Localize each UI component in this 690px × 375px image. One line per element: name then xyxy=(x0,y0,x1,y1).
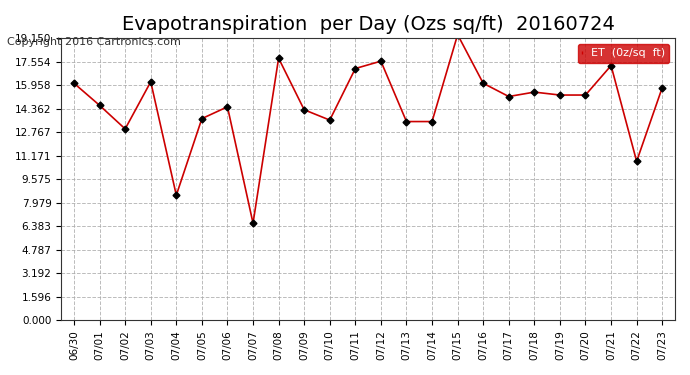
Text: Copyright 2016 Cartronics.com: Copyright 2016 Cartronics.com xyxy=(7,37,181,47)
Legend: ET  (0z/sq  ft): ET (0z/sq ft) xyxy=(578,44,669,63)
Title: Evapotranspiration  per Day (Ozs sq/ft)  20160724: Evapotranspiration per Day (Ozs sq/ft) 2… xyxy=(121,15,615,34)
